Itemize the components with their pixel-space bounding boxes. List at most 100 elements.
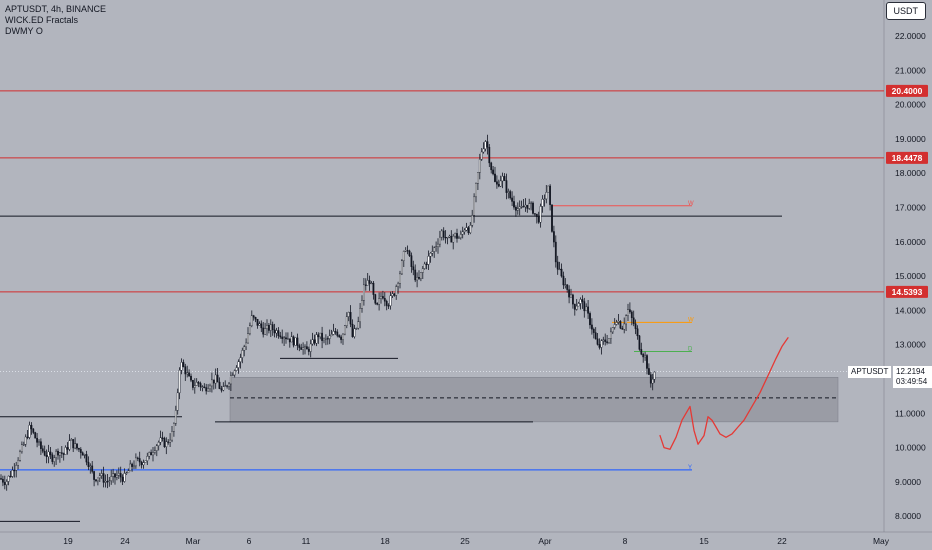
candle-body	[43, 451, 46, 456]
candle-body	[463, 229, 466, 233]
candle-body	[623, 323, 626, 330]
candle-body	[368, 280, 371, 284]
candle-body	[45, 455, 48, 457]
candle-body	[304, 346, 306, 348]
candle-body	[131, 463, 133, 467]
candle-body	[41, 448, 44, 452]
bar-countdown: 03:49:54	[896, 377, 928, 386]
candle-body	[153, 450, 156, 453]
candle-body	[21, 444, 23, 453]
candle-body	[439, 236, 441, 245]
candle-body	[165, 441, 168, 448]
candle-body	[108, 480, 111, 482]
candle-body	[414, 269, 417, 281]
candle-body	[585, 306, 588, 312]
candle-body	[96, 477, 99, 482]
candle-body	[163, 438, 166, 448]
candle-body	[458, 237, 460, 239]
candle-body	[471, 215, 474, 226]
candle-body	[353, 328, 356, 337]
candle-body	[283, 337, 285, 339]
candle-body	[562, 275, 565, 286]
candle-body	[467, 227, 470, 234]
candle-body	[534, 213, 536, 215]
candle-body	[76, 443, 78, 449]
currency-button[interactable]: USDT	[885, 2, 926, 20]
candles	[0, 134, 656, 491]
price-tick-label: 17.0000	[895, 203, 926, 213]
candle-body	[640, 349, 643, 355]
candle-body	[433, 247, 436, 252]
candle-body	[359, 308, 361, 322]
candle-body	[3, 482, 6, 486]
candle-body	[74, 443, 77, 449]
candle-body	[47, 451, 50, 457]
candle-body	[634, 323, 637, 329]
candle-body	[501, 176, 504, 182]
indicator-dwmy[interactable]: DWMY O	[5, 26, 43, 36]
demand-zone-rect	[229, 377, 839, 423]
candle-body	[273, 329, 276, 334]
candle-body	[378, 298, 380, 305]
candle-body	[412, 266, 415, 271]
candle-body	[416, 277, 418, 281]
candle-body	[205, 387, 208, 392]
candle-body	[577, 303, 580, 307]
candle-body	[222, 386, 225, 391]
candle-body	[100, 473, 103, 476]
candle-body	[169, 439, 171, 443]
candle-body	[233, 370, 236, 376]
candle-body	[524, 204, 527, 208]
candle-body	[268, 325, 270, 331]
candle-body	[651, 379, 654, 384]
symbol-title[interactable]: APTUSDT, 4h, BINANCE	[5, 4, 107, 14]
indicator-wick-fractals[interactable]: WICK.ED Fractals	[5, 15, 79, 25]
candle-body	[554, 241, 557, 263]
candle-body	[121, 476, 124, 482]
candle-body	[51, 454, 54, 462]
candle-body	[157, 442, 160, 446]
candle-body	[106, 481, 109, 483]
candle-body	[226, 385, 228, 387]
candle-body	[494, 173, 496, 182]
candle-body	[87, 461, 90, 467]
level-lines: W W D Y	[0, 90, 884, 522]
level-price-tag-label: 20.4000	[892, 86, 923, 96]
candle-body	[330, 334, 333, 337]
candle-body	[406, 250, 409, 252]
candle-body	[250, 315, 253, 326]
candle-body	[334, 331, 337, 333]
candle-body	[410, 255, 413, 267]
level-marker-label: D	[688, 347, 693, 353]
candle-body	[543, 198, 546, 200]
candle-body	[344, 325, 346, 335]
candle-body	[134, 457, 137, 467]
candle-body	[315, 334, 318, 344]
candle-body	[203, 386, 206, 388]
candle-body	[24, 436, 27, 445]
candle-body	[395, 286, 398, 296]
candle-body	[488, 146, 491, 164]
candle-body	[366, 280, 369, 286]
candle-body	[237, 361, 240, 368]
time-tick-label: 15	[699, 536, 709, 546]
candle-body	[93, 471, 96, 480]
candle-body	[444, 237, 447, 239]
candle-body	[496, 181, 498, 185]
candle-body	[535, 213, 538, 217]
candle-body	[421, 268, 424, 273]
candle-body	[38, 441, 40, 443]
candle-body	[611, 327, 614, 333]
demand-zone	[229, 377, 839, 423]
candle-body	[144, 460, 147, 463]
candle-body	[81, 452, 84, 456]
candle-body	[530, 202, 533, 205]
candle-body	[258, 323, 261, 326]
candle-body	[22, 444, 25, 446]
projection-drawing	[659, 337, 789, 450]
candle-body	[644, 355, 647, 358]
current-price: 12.2194	[896, 367, 925, 376]
time-tick-label: 11	[302, 536, 311, 546]
candle-body	[317, 334, 320, 338]
